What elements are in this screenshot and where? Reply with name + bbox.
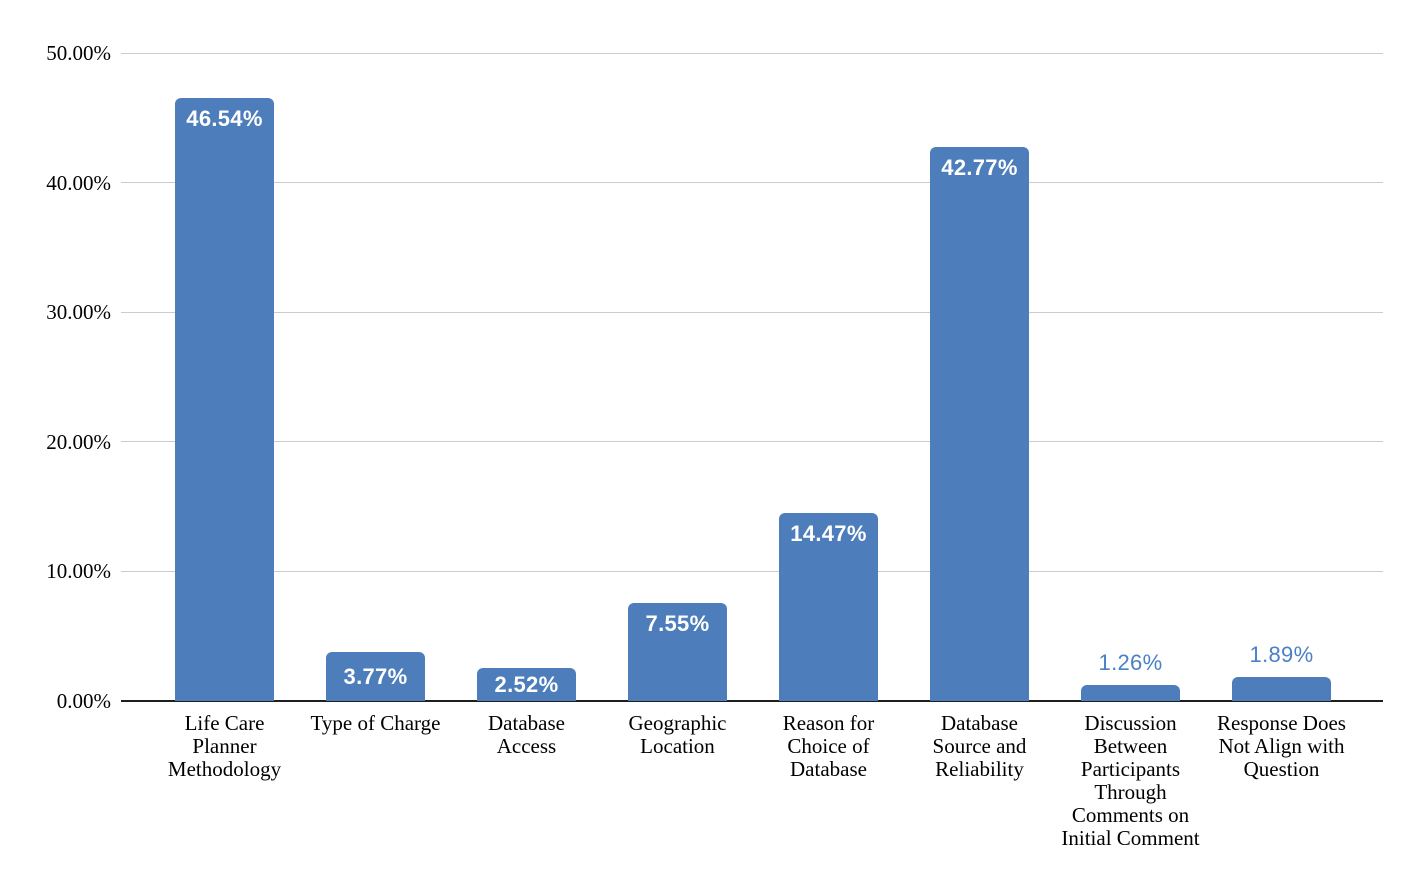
bar bbox=[1232, 677, 1331, 701]
gridline bbox=[121, 441, 1383, 443]
bar bbox=[1081, 685, 1180, 701]
x-axis-category-label: Database Access bbox=[488, 711, 565, 758]
bar: 3.77% bbox=[326, 652, 425, 701]
y-axis-tick-label: 10.00% bbox=[46, 559, 111, 584]
bar-value-label: 42.77% bbox=[941, 155, 1018, 180]
x-axis-category-label: Discussion Between Participants Through … bbox=[1061, 711, 1200, 850]
bar: 7.55% bbox=[628, 603, 727, 701]
bar-slot: 2.52% bbox=[451, 53, 602, 701]
plot-area: 46.54% 3.77% 2.52% 7.55% 14.47% 42.77% 1.26% 1.… bbox=[121, 52, 1383, 702]
x-axis-category-label: Response Does Not Align with Question bbox=[1217, 711, 1346, 781]
x-axis-line bbox=[121, 700, 1383, 702]
bar-slot: 14.47% bbox=[753, 53, 904, 701]
bar: 42.77% bbox=[930, 147, 1029, 701]
bar: 46.54% bbox=[175, 98, 274, 701]
x-axis-category-label: Database Source and Reliability bbox=[932, 711, 1027, 781]
gridline bbox=[121, 570, 1383, 572]
bar: 14.47% bbox=[779, 513, 878, 701]
bar-value-label: 7.55% bbox=[645, 611, 710, 636]
y-axis-tick-label: 50.00% bbox=[46, 41, 111, 65]
gridline bbox=[121, 182, 1383, 184]
bar-value-label: 1.26% bbox=[1098, 650, 1163, 675]
y-axis-tick-label: 30.00% bbox=[46, 300, 111, 325]
bar-value-label: 1.89% bbox=[1249, 642, 1314, 667]
bar-value-label: 46.54% bbox=[186, 106, 263, 131]
bar-value-label: 3.77% bbox=[343, 663, 408, 689]
bar-value-label: 14.47% bbox=[790, 521, 867, 546]
bar-slot: 1.26% bbox=[1055, 53, 1206, 701]
x-axis-category-label: Type of Charge bbox=[310, 711, 441, 735]
bar-slot: 3.77% bbox=[300, 53, 451, 701]
x-axis-category-label: Geographic Location bbox=[628, 711, 727, 758]
bar-slot: 46.54% bbox=[149, 53, 300, 701]
bar-slot: 42.77% bbox=[904, 53, 1055, 701]
bar: 2.52% bbox=[477, 668, 576, 701]
y-axis-tick-label: 40.00% bbox=[46, 170, 111, 195]
gridline bbox=[121, 311, 1383, 313]
gridline bbox=[121, 52, 1383, 54]
x-axis-category-label: Life Care Planner Methodology bbox=[167, 711, 282, 781]
bar-value-label: 2.52% bbox=[494, 671, 559, 697]
bar-slot: 7.55% bbox=[602, 53, 753, 701]
x-axis-category-label: Reason for Choice of Database bbox=[782, 711, 875, 781]
y-axis-tick-label: 20.00% bbox=[46, 429, 111, 454]
y-axis-tick-label: 0.00% bbox=[56, 689, 111, 713]
bar-slot: 1.89% bbox=[1206, 53, 1357, 701]
